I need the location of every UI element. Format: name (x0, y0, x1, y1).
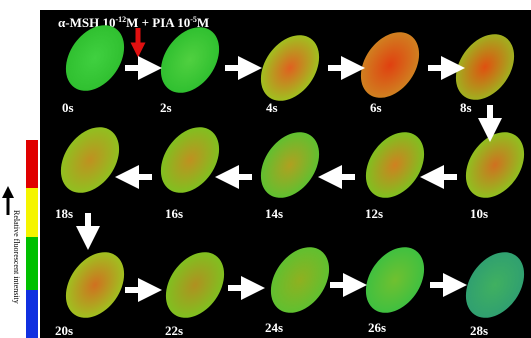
title-sup: -5 (190, 15, 197, 24)
title: α-MSH 10-12M + PIA 10-5M (58, 15, 209, 30)
figure: Relative fluorescent intensity α-MSH 10-… (0, 0, 531, 338)
time-label: 16s (165, 206, 183, 221)
time-label: 24s (265, 320, 283, 335)
time-label: 28s (470, 323, 488, 338)
time-label: 2s (160, 100, 172, 115)
time-label: 14s (265, 206, 283, 221)
title-sup: -12 (115, 15, 126, 24)
time-label: 8s (460, 100, 472, 115)
time-label: 26s (368, 320, 386, 335)
figure-canvas: Relative fluorescent intensity α-MSH 10-… (0, 0, 531, 338)
scale-label: Relative fluorescent intensity (12, 210, 21, 304)
time-label: 10s (470, 206, 488, 221)
time-label: 20s (55, 323, 73, 338)
title-part: M + PIA 10 (126, 15, 190, 30)
intensity-scale (26, 140, 38, 338)
time-label: 4s (266, 100, 278, 115)
time-label: 0s (62, 100, 74, 115)
time-label: 18s (55, 206, 73, 221)
time-label: 6s (370, 100, 382, 115)
time-label: 12s (365, 206, 383, 221)
time-label: 22s (165, 323, 183, 338)
